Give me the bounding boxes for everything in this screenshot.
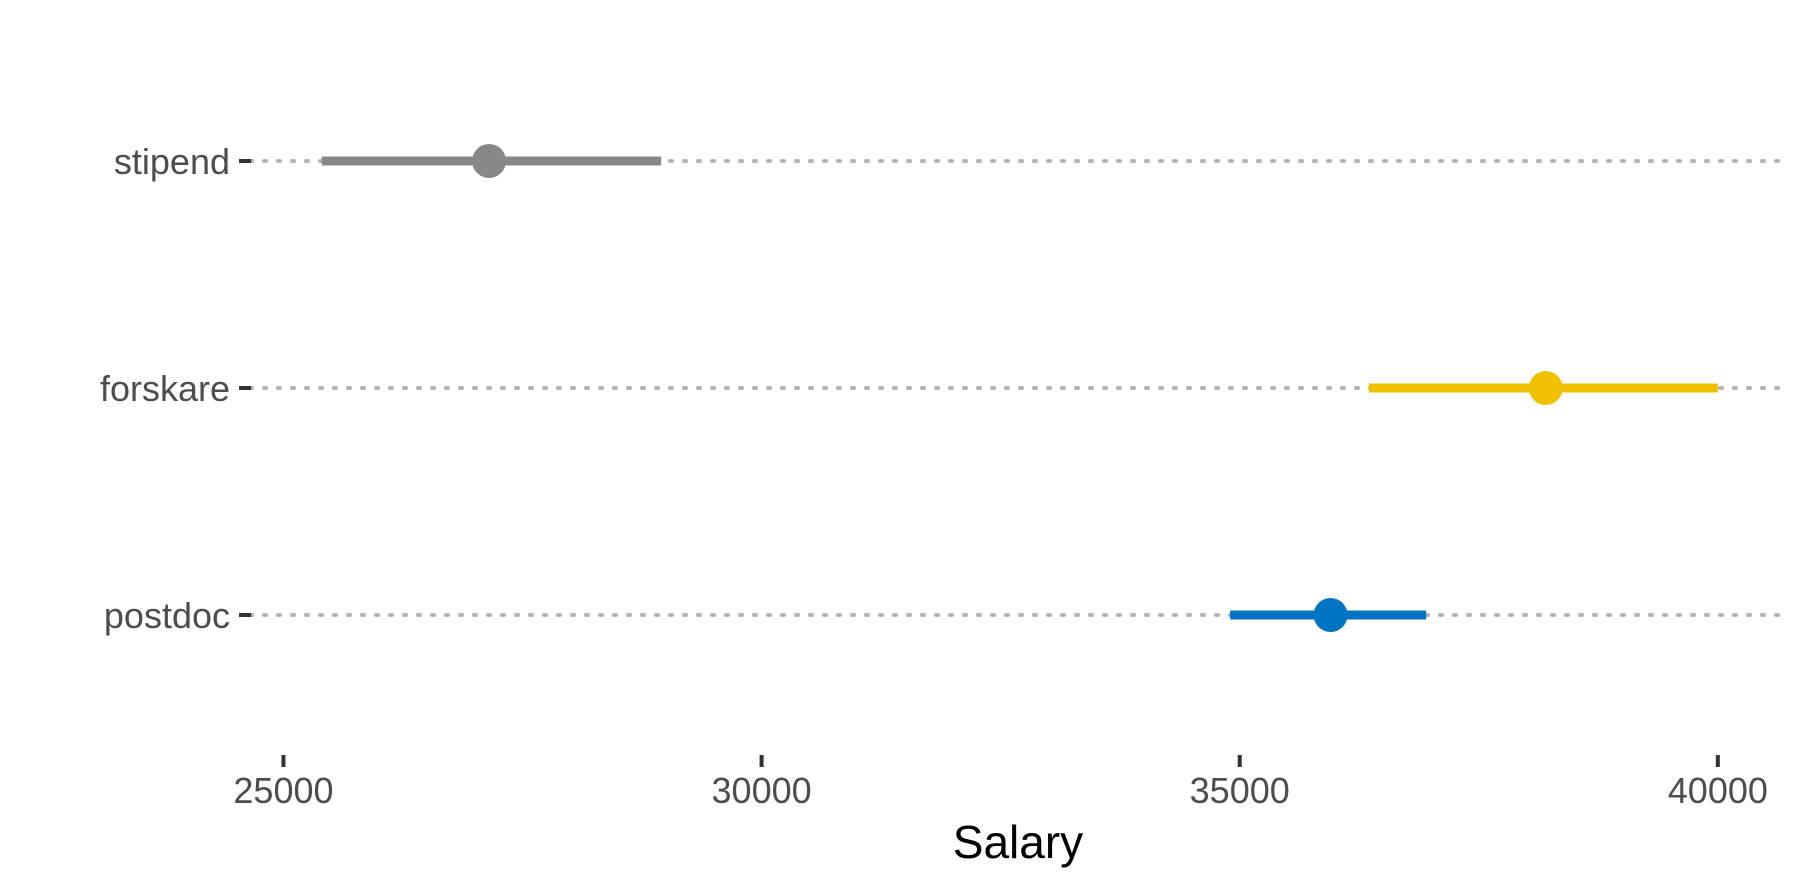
x-tick-label-35000: 35000: [1190, 770, 1290, 811]
y-tick-label-forskare: forskare: [100, 368, 230, 409]
y-tick-label-postdoc: postdoc: [104, 595, 230, 636]
x-tick-label-30000: 30000: [712, 770, 812, 811]
x-tick-label-40000: 40000: [1668, 770, 1768, 811]
data-marks: [321, 144, 1718, 632]
point-forskare: [1528, 371, 1563, 405]
point-postdoc: [1313, 598, 1348, 632]
x-axis: 25000 30000 35000 40000: [233, 755, 1768, 811]
point-stipend: [472, 144, 507, 178]
x-tick-label-25000: 25000: [233, 770, 333, 811]
y-tick-label-stipend: stipend: [114, 141, 230, 182]
x-axis-title: Salary: [953, 816, 1083, 868]
y-axis: stipend forskare postdoc: [100, 141, 251, 636]
